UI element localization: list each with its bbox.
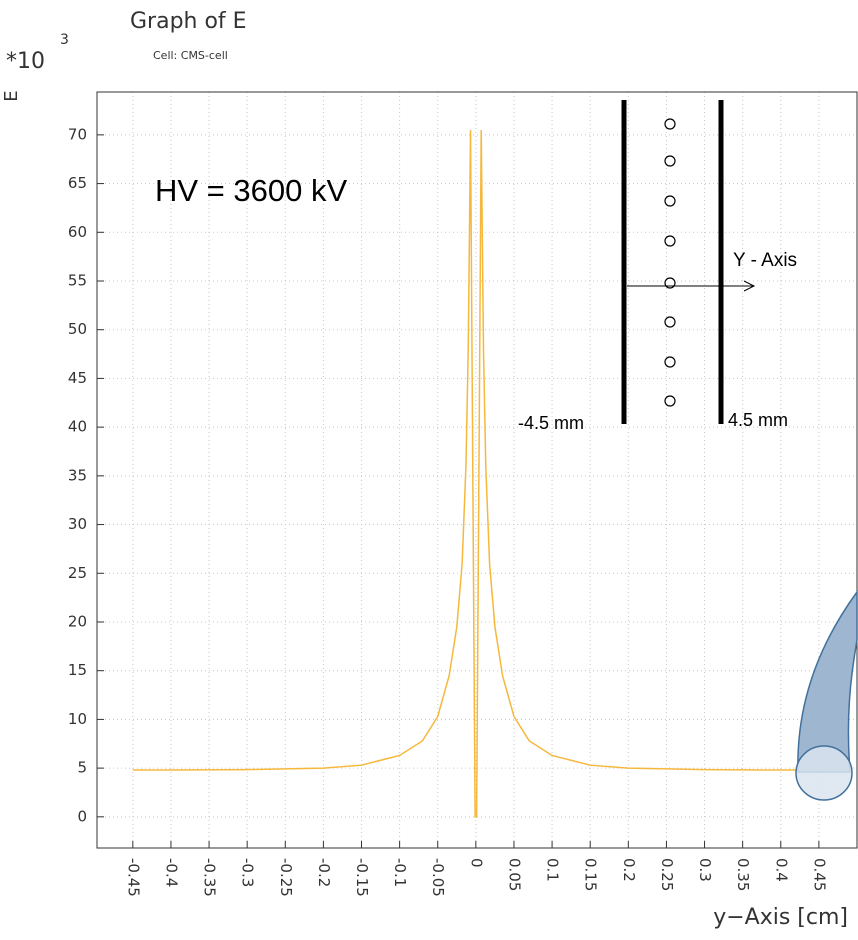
wires xyxy=(664,118,676,407)
annotation: Y - Axis xyxy=(733,250,797,271)
y-axis-label: E xyxy=(1,90,22,101)
x-tick-label: -0.35 xyxy=(201,858,219,897)
y-tick-label: 5 xyxy=(77,759,87,777)
x-tick-label: -0.4 xyxy=(162,858,180,887)
x-tick-label: -0.45 xyxy=(124,858,142,897)
x-tick-label: -0.2 xyxy=(315,858,333,887)
y-tick-label: 10 xyxy=(68,710,87,728)
chart-title: Graph of E xyxy=(130,9,247,34)
y-tick-label: 0 xyxy=(77,807,87,825)
x-tick-label: -0.1 xyxy=(391,858,409,887)
plot-frame xyxy=(96,91,858,849)
x-tick-label: -0.25 xyxy=(277,858,295,897)
x-tick-label: 0.45 xyxy=(810,858,828,891)
y-tick-label: 70 xyxy=(68,125,87,143)
x-tick-label: 0.35 xyxy=(734,858,752,891)
y-tick-label: 65 xyxy=(68,174,87,192)
y-tick-label: 60 xyxy=(68,223,87,241)
x-tick-label: 0 xyxy=(467,858,485,868)
x-tick-label: 0.1 xyxy=(544,858,562,882)
y-tick-label: 55 xyxy=(68,272,87,290)
x-tick-label: 0.25 xyxy=(658,858,676,891)
y-tick-label: 45 xyxy=(68,369,87,387)
annotation: 4.5 mm xyxy=(728,410,788,430)
chart-subtitle: Cell: CMS-cell xyxy=(153,49,228,62)
x-tick-label: 0.2 xyxy=(620,858,638,882)
plot-area: 0 5 10 15 20 25 30 35 40 45 50 55 60 65 70 -0.45 -0.4 -0.… xyxy=(68,91,858,897)
y-tick-label: 25 xyxy=(68,564,87,582)
cell-diagram: Y - Axis -4.5 mm 4.5 mm xyxy=(518,100,797,433)
y-multiplier: *10 xyxy=(6,49,45,74)
x-tick-label: -0.05 xyxy=(429,858,447,897)
annotation: HV = 3600 kV xyxy=(155,173,347,208)
x-tick-label: 0.05 xyxy=(505,858,523,891)
data-line xyxy=(132,129,819,818)
y-tick-label: 40 xyxy=(68,418,87,436)
x-axis-label: y−Axis [cm] xyxy=(713,905,848,930)
x-tick-label: 0.15 xyxy=(582,858,600,891)
x-tick-label: 0.4 xyxy=(772,858,790,882)
arrow-head xyxy=(743,280,756,292)
y-tick-label: 15 xyxy=(68,661,87,679)
y-multiplier-exponent: 3 xyxy=(60,32,69,48)
x-tick-label: -0.15 xyxy=(353,858,371,897)
y-tick-label: 35 xyxy=(68,466,87,484)
annotation: -4.5 mm xyxy=(518,413,584,433)
x-tick-label: -0.3 xyxy=(239,858,257,887)
y-tick-label: 20 xyxy=(68,612,87,630)
y-tick-label: 50 xyxy=(68,320,87,338)
highlight-shape xyxy=(795,589,858,801)
y-tick-label: 30 xyxy=(68,515,87,533)
x-tick-label: 0.3 xyxy=(696,858,714,882)
